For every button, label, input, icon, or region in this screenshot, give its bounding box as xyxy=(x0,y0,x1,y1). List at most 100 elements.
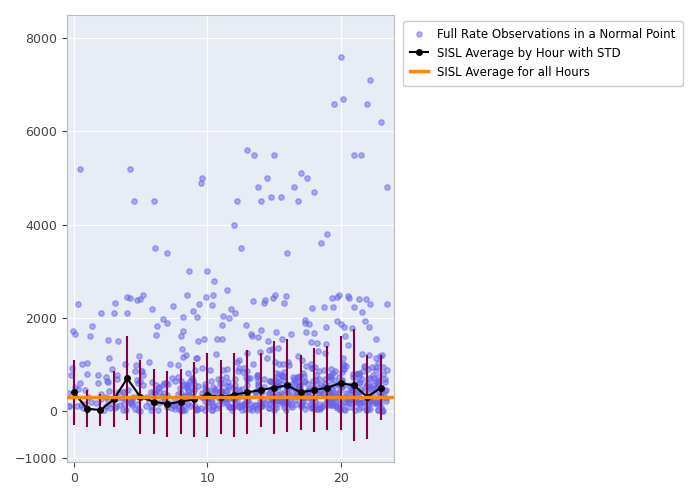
Full Rate Observations in a Normal Point xyxy=(252,372,263,380)
Full Rate Observations in a Normal Point xyxy=(351,400,363,407)
Full Rate Observations in a Normal Point xyxy=(124,294,135,302)
Full Rate Observations in a Normal Point xyxy=(247,297,258,305)
Full Rate Observations in a Normal Point xyxy=(195,404,206,411)
Full Rate Observations in a Normal Point xyxy=(270,404,281,412)
Full Rate Observations in a Normal Point xyxy=(334,374,345,382)
Full Rate Observations in a Normal Point xyxy=(310,376,321,384)
Full Rate Observations in a Normal Point xyxy=(238,400,249,408)
Full Rate Observations in a Normal Point xyxy=(218,399,229,407)
Full Rate Observations in a Normal Point xyxy=(169,395,180,403)
Full Rate Observations in a Normal Point xyxy=(360,317,371,325)
Full Rate Observations in a Normal Point xyxy=(206,406,218,413)
Full Rate Observations in a Normal Point xyxy=(122,386,133,394)
Full Rate Observations in a Normal Point xyxy=(160,378,172,386)
Full Rate Observations in a Normal Point xyxy=(317,390,328,398)
Full Rate Observations in a Normal Point xyxy=(230,308,241,316)
Full Rate Observations in a Normal Point xyxy=(351,388,363,396)
Full Rate Observations in a Normal Point xyxy=(276,380,287,388)
Full Rate Observations in a Normal Point xyxy=(258,383,270,391)
Full Rate Observations in a Normal Point xyxy=(273,370,284,378)
Full Rate Observations in a Normal Point xyxy=(167,374,178,382)
Full Rate Observations in a Normal Point xyxy=(264,404,275,412)
Full Rate Observations in a Normal Point xyxy=(216,386,227,394)
SISL Average by Hour with STD xyxy=(163,401,172,407)
Full Rate Observations in a Normal Point xyxy=(344,384,356,392)
Full Rate Observations in a Normal Point xyxy=(275,192,286,200)
Full Rate Observations in a Normal Point xyxy=(191,354,202,362)
Full Rate Observations in a Normal Point xyxy=(274,396,285,404)
Full Rate Observations in a Normal Point xyxy=(206,398,218,406)
Full Rate Observations in a Normal Point xyxy=(240,322,251,330)
Full Rate Observations in a Normal Point xyxy=(306,404,317,412)
Full Rate Observations in a Normal Point xyxy=(153,384,164,392)
Full Rate Observations in a Normal Point xyxy=(353,380,364,388)
Full Rate Observations in a Normal Point xyxy=(204,388,215,396)
Full Rate Observations in a Normal Point xyxy=(209,276,220,284)
Full Rate Observations in a Normal Point xyxy=(302,380,314,388)
Full Rate Observations in a Normal Point xyxy=(290,400,302,407)
Full Rate Observations in a Normal Point xyxy=(315,240,326,248)
SISL Average by Hour with STD xyxy=(136,394,145,400)
Full Rate Observations in a Normal Point xyxy=(330,402,341,410)
Full Rate Observations in a Normal Point xyxy=(281,248,293,256)
Full Rate Observations in a Normal Point xyxy=(362,406,373,414)
Full Rate Observations in a Normal Point xyxy=(148,198,160,205)
Full Rate Observations in a Normal Point xyxy=(69,330,80,338)
Full Rate Observations in a Normal Point xyxy=(326,294,337,302)
Full Rate Observations in a Normal Point xyxy=(158,382,169,390)
Full Rate Observations in a Normal Point xyxy=(317,402,328,410)
Full Rate Observations in a Normal Point xyxy=(172,398,183,406)
Full Rate Observations in a Normal Point xyxy=(225,304,237,312)
Full Rate Observations in a Normal Point xyxy=(235,402,246,409)
Full Rate Observations in a Normal Point xyxy=(183,386,194,394)
Full Rate Observations in a Normal Point xyxy=(162,402,173,410)
Full Rate Observations in a Normal Point xyxy=(344,394,355,402)
Full Rate Observations in a Normal Point xyxy=(207,402,218,410)
Full Rate Observations in a Normal Point xyxy=(324,388,335,396)
Full Rate Observations in a Normal Point xyxy=(266,394,277,402)
Full Rate Observations in a Normal Point xyxy=(356,398,368,406)
Full Rate Observations in a Normal Point xyxy=(377,406,388,414)
Full Rate Observations in a Normal Point xyxy=(183,383,194,391)
Full Rate Observations in a Normal Point xyxy=(375,384,386,392)
Full Rate Observations in a Normal Point xyxy=(188,385,199,393)
Full Rate Observations in a Normal Point xyxy=(323,394,335,402)
Full Rate Observations in a Normal Point xyxy=(197,394,208,402)
Full Rate Observations in a Normal Point xyxy=(256,402,267,410)
Full Rate Observations in a Normal Point xyxy=(349,303,360,311)
Full Rate Observations in a Normal Point xyxy=(307,376,318,384)
Full Rate Observations in a Normal Point xyxy=(190,366,201,374)
Full Rate Observations in a Normal Point xyxy=(228,384,239,392)
Full Rate Observations in a Normal Point xyxy=(80,386,91,394)
Full Rate Observations in a Normal Point xyxy=(337,360,349,368)
Full Rate Observations in a Normal Point xyxy=(308,188,319,196)
Full Rate Observations in a Normal Point xyxy=(300,328,312,336)
Full Rate Observations in a Normal Point xyxy=(216,379,228,387)
Full Rate Observations in a Normal Point xyxy=(179,401,190,409)
Full Rate Observations in a Normal Point xyxy=(302,387,314,395)
Full Rate Observations in a Normal Point xyxy=(296,356,307,364)
Full Rate Observations in a Normal Point xyxy=(127,393,138,401)
Full Rate Observations in a Normal Point xyxy=(364,384,375,392)
Full Rate Observations in a Normal Point xyxy=(134,352,145,360)
Full Rate Observations in a Normal Point xyxy=(307,364,318,372)
Full Rate Observations in a Normal Point xyxy=(226,406,237,414)
Full Rate Observations in a Normal Point xyxy=(229,390,240,398)
Full Rate Observations in a Normal Point xyxy=(124,165,135,173)
Full Rate Observations in a Normal Point xyxy=(125,398,136,406)
Full Rate Observations in a Normal Point xyxy=(183,268,194,276)
Full Rate Observations in a Normal Point xyxy=(201,395,212,403)
Full Rate Observations in a Normal Point xyxy=(285,401,296,409)
Full Rate Observations in a Normal Point xyxy=(259,399,270,407)
Full Rate Observations in a Normal Point xyxy=(182,388,193,396)
Full Rate Observations in a Normal Point xyxy=(223,402,235,410)
Full Rate Observations in a Normal Point xyxy=(153,399,164,407)
Full Rate Observations in a Normal Point xyxy=(328,100,339,108)
Full Rate Observations in a Normal Point xyxy=(335,405,346,413)
Full Rate Observations in a Normal Point xyxy=(180,380,191,388)
Full Rate Observations in a Normal Point xyxy=(258,300,269,308)
Full Rate Observations in a Normal Point xyxy=(243,404,254,412)
Full Rate Observations in a Normal Point xyxy=(146,378,158,386)
Full Rate Observations in a Normal Point xyxy=(276,372,287,380)
Full Rate Observations in a Normal Point xyxy=(135,367,146,375)
